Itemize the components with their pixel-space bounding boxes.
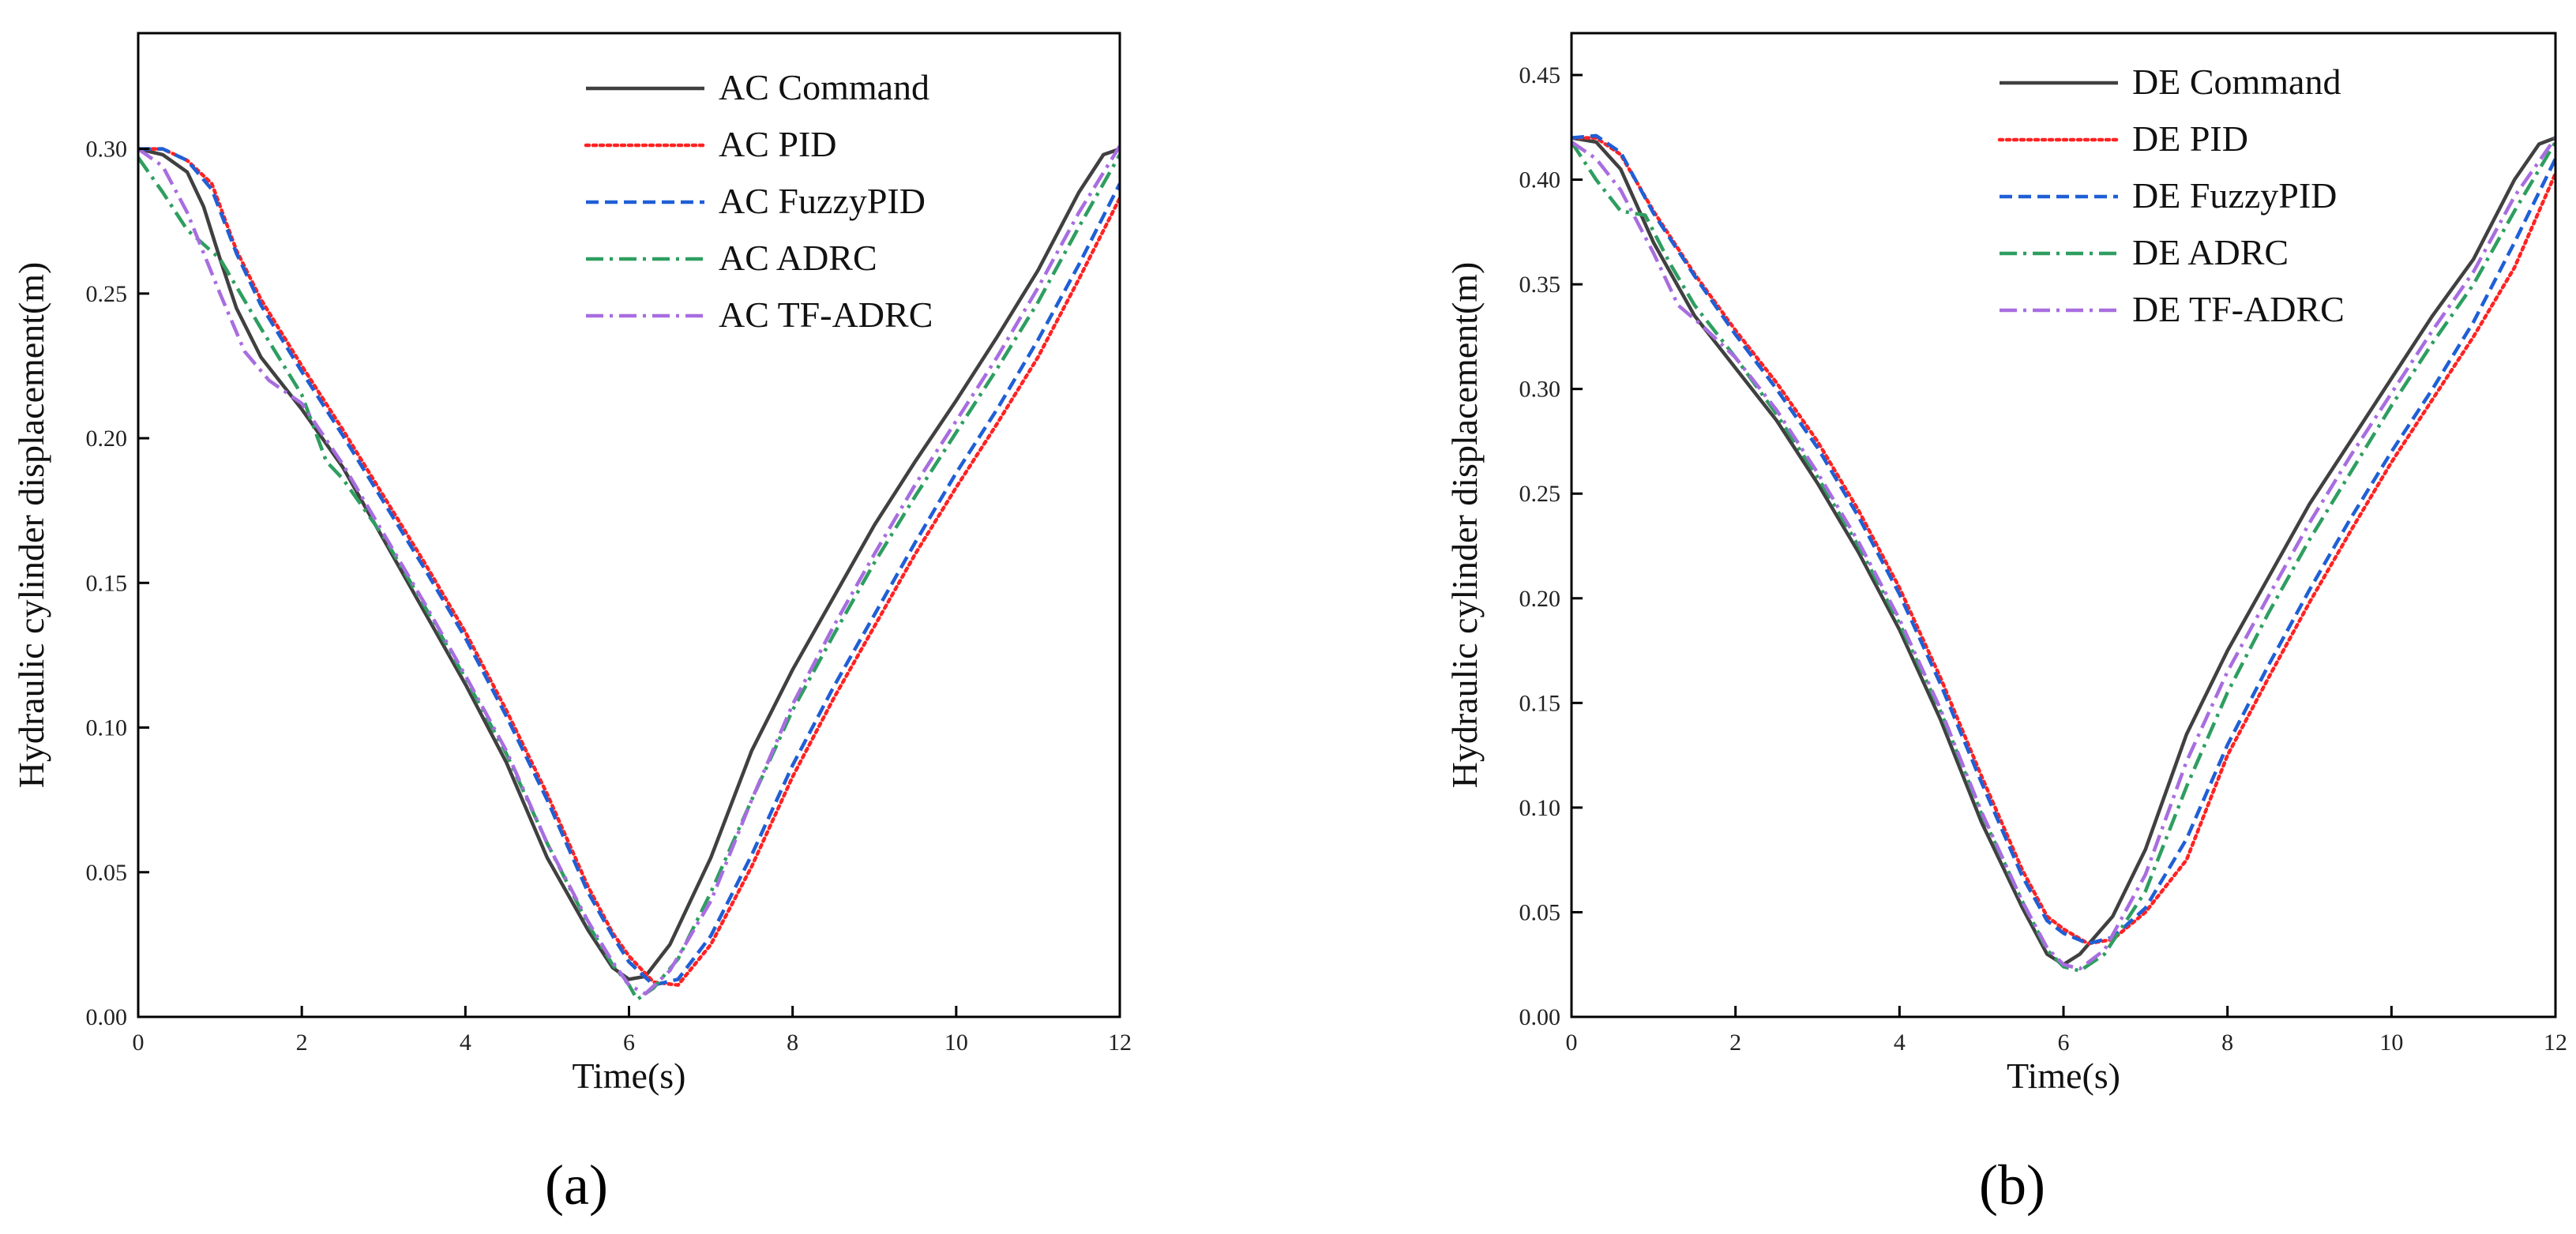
y-tick-label: 0.10 (86, 715, 128, 741)
chart-panel-b: 0 2 4 6 8 10 12 0.00 0.05 0.10 0.15 0.20 0.25 0.30 0.3… (1444, 32, 2567, 1217)
legend-entry-label: DE ADRC (2132, 232, 2289, 272)
chart-panel-a: 0 2 4 6 8 10 12 0.00 0.05 0.10 0.15 0.20 0.25 0.30 Tim… (11, 32, 1132, 1217)
y-tick-label: 0.35 (1519, 272, 1561, 298)
x-tick-label: 4 (460, 1030, 471, 1056)
y-tick-label: 0.15 (1519, 690, 1561, 716)
series-line-de-pid (1572, 136, 2555, 946)
x-axis-label: Time(s) (2007, 1056, 2120, 1096)
x-axis-label: Time(s) (573, 1056, 686, 1096)
legend-entry-label: AC PID (719, 124, 837, 164)
legend-entry-label: AC TF-ADRC (719, 294, 933, 335)
series-line-ac-command (138, 147, 1120, 981)
legend-entry-label: DE Command (2132, 62, 2341, 102)
series-line-ac-adrc (138, 153, 1120, 1002)
y-axis-label: Hydraulic cylinder displacement(m) (11, 262, 51, 789)
legend-entry-label: AC Command (719, 67, 929, 107)
y-tick-label: 0.25 (1519, 481, 1561, 507)
x-tick-label: 8 (787, 1030, 798, 1056)
y-tick-label: 0.40 (1519, 167, 1561, 193)
legend: DE Command DE PID DE FuzzyPID DE ADRC DE TF-… (1997, 62, 2345, 329)
y-tick-label: 0.10 (1519, 795, 1561, 821)
series-group (1572, 133, 2555, 973)
y-tick-label: 0.05 (1519, 899, 1561, 925)
y-tick-label: 0.00 (1519, 1004, 1561, 1030)
y-tick-label: 0.05 (86, 860, 128, 886)
x-tick-label: 6 (623, 1030, 635, 1056)
series-line-de-adrc (1572, 141, 2555, 973)
y-tick-label: 0.30 (1519, 377, 1561, 403)
x-tick-label: 2 (296, 1030, 308, 1056)
panel-label: (a) (545, 1153, 608, 1217)
series-line-de-tf-adrc (1572, 137, 2555, 971)
panel-label: (b) (1979, 1153, 2045, 1217)
x-tick-label: 0 (133, 1030, 145, 1056)
x-tick-label: 10 (2379, 1030, 2403, 1056)
y-tick-label: 0.20 (86, 426, 128, 452)
y-tick-label: 0.00 (86, 1004, 128, 1030)
y-tick-label: 0.20 (1519, 586, 1561, 612)
x-tick-label: 10 (944, 1030, 968, 1056)
x-tick-label: 8 (2221, 1030, 2233, 1056)
legend-entry-label: DE PID (2132, 118, 2248, 159)
x-tick-label: 4 (1894, 1030, 1906, 1056)
x-tick-label: 12 (2544, 1030, 2567, 1056)
y-axis-label: Hydraulic cylinder displacement(m) (1444, 262, 1485, 789)
y-tick-label: 0.25 (86, 281, 128, 307)
series-line-de-command (1572, 136, 2555, 966)
legend: AC Command AC PID AC FuzzyPID AC ADRC AC TF-… (584, 67, 933, 335)
legend-entry-label: DE TF-ADRC (2132, 289, 2345, 329)
x-tick-label: 6 (2058, 1030, 2070, 1056)
y-tick-label: 0.15 (86, 570, 128, 596)
series-line-de-fuzzypid (1572, 133, 2555, 946)
plot-frame (137, 32, 1121, 1018)
series-group (138, 144, 1120, 1002)
legend-entry-label: AC ADRC (719, 238, 877, 278)
series-line-ac-fuzzypid (138, 147, 1120, 987)
series-line-ac-tf-adrc (138, 144, 1120, 996)
series-line-ac-pid (138, 147, 1120, 987)
legend-entry-label: DE FuzzyPID (2132, 175, 2337, 216)
legend-entry-label: AC FuzzyPID (719, 181, 926, 221)
x-tick-label: 12 (1108, 1030, 1132, 1056)
y-tick-label: 0.30 (86, 137, 128, 163)
x-tick-label: 2 (1729, 1030, 1741, 1056)
x-tick-label: 0 (1566, 1030, 1578, 1056)
plot-frame (1570, 32, 2557, 1018)
y-tick-label: 0.45 (1519, 62, 1561, 88)
